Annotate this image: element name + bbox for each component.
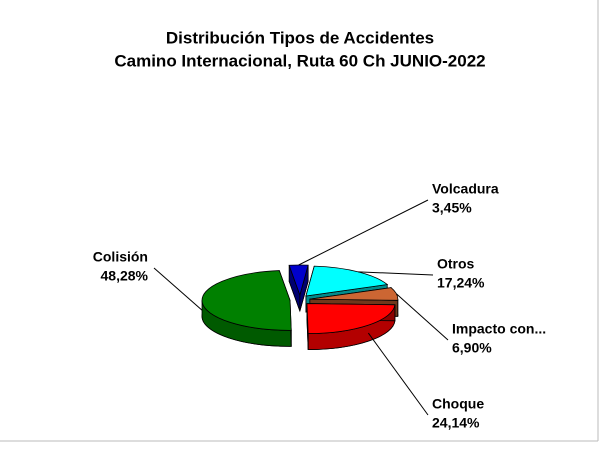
slice xyxy=(201,270,292,331)
chart-subtitle: Camino Internacional, Ruta 60 Ch JUNIO-2… xyxy=(114,51,485,70)
slice-value-label: 3,45% xyxy=(432,200,472,216)
slice-label: Impacto con... xyxy=(452,321,546,337)
leader-line xyxy=(396,293,449,341)
slice-label: Colisión xyxy=(93,249,148,265)
chart-title: Distribución Tipos de Accidentes xyxy=(166,28,434,47)
slice xyxy=(309,287,399,301)
slice-label: Otros xyxy=(437,256,475,272)
slice-value-label: 6,90% xyxy=(452,340,492,356)
leader-line xyxy=(358,271,434,276)
slice-value-label: 48,28% xyxy=(101,268,149,284)
slice-value-label: 17,24% xyxy=(437,275,485,291)
leader-line xyxy=(367,332,429,416)
leader-line xyxy=(298,199,429,266)
labels: Volcadura 3,45% Otros 17,24% Impacto con... 6… xyxy=(93,181,546,431)
slice xyxy=(306,303,396,334)
slice xyxy=(305,265,389,297)
slice-value-label: 24,14% xyxy=(432,415,480,431)
pie xyxy=(201,264,399,350)
slice-label: Volcadura xyxy=(432,181,499,197)
leader-line xyxy=(153,267,203,311)
slice-label: Choque xyxy=(432,396,484,412)
